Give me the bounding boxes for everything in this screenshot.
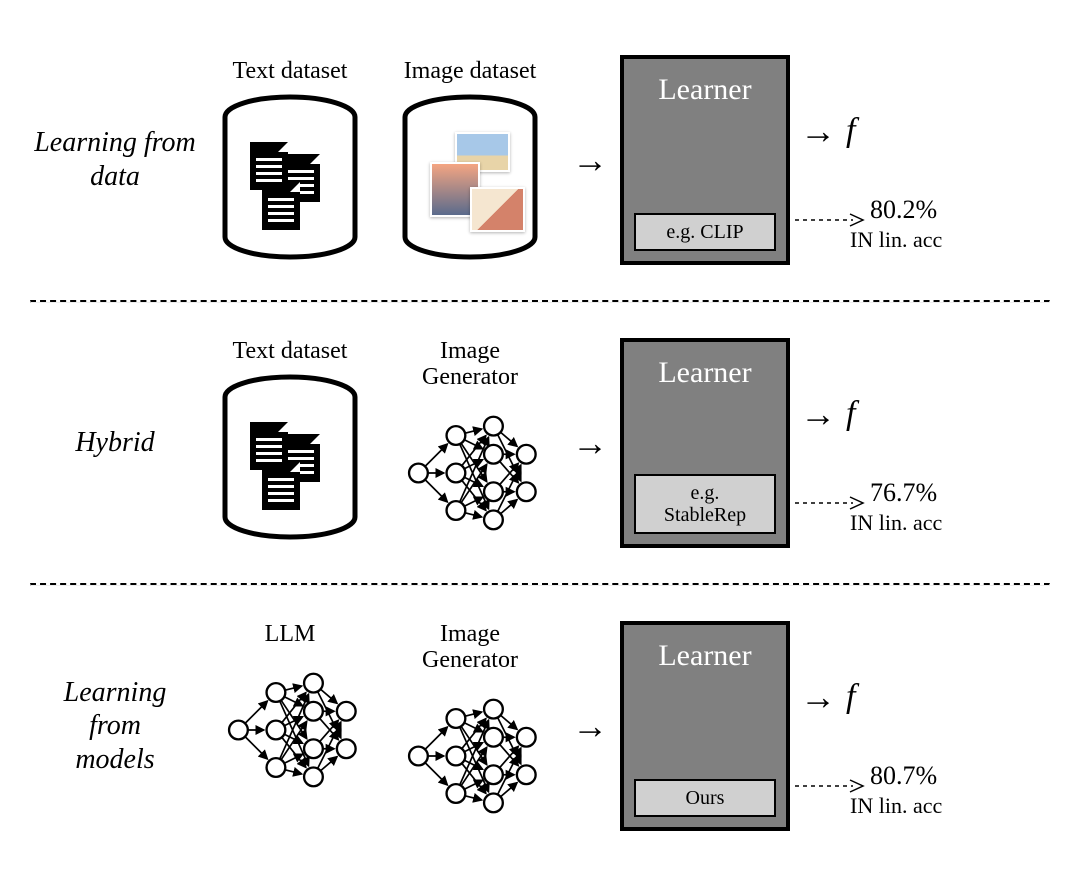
row-label: Learning from models <box>30 676 200 777</box>
photo-thumbnails <box>425 132 525 242</box>
input-llm: LLM <box>205 621 375 832</box>
arrow-icon: → <box>800 676 836 718</box>
learner-title: Learner <box>624 59 786 107</box>
inputs-group: Text dataset Image Generator <box>200 338 560 549</box>
output-column: → f 80.7% IN lin. acc <box>800 621 980 831</box>
accuracy-label: IN lin. acc <box>850 227 942 253</box>
input-label: Image Generator <box>422 338 518 391</box>
neural-net-icon <box>395 398 545 548</box>
learner-title: Learner <box>624 342 786 390</box>
input-text-dataset: Text dataset <box>205 58 375 262</box>
input-label: Image Generator <box>422 621 518 674</box>
input-label: Text dataset <box>233 338 348 364</box>
document-icons <box>250 422 330 512</box>
row-hybrid: Hybrid Text dataset Image Generator → Le… <box>30 303 1050 583</box>
neural-net-icon <box>215 655 365 805</box>
arrow-icon: → <box>800 393 836 435</box>
example-label: e.g. CLIP <box>634 213 776 251</box>
arrow-icon: → <box>560 422 620 464</box>
example-label: Ours <box>634 779 776 817</box>
output-f: → f <box>800 676 855 718</box>
input-image-generator: Image Generator <box>385 621 555 832</box>
neural-net-icon <box>395 681 545 831</box>
learner-title: Learner <box>624 625 786 673</box>
input-label: Image dataset <box>404 58 537 84</box>
text-cylinder-icon <box>215 372 365 542</box>
image-cylinder-icon <box>395 92 545 262</box>
output-f: → f <box>800 393 855 435</box>
f-symbol: f <box>846 395 855 433</box>
example-label: e.g. StableRep <box>634 474 776 534</box>
accuracy-value: 80.7% <box>870 761 937 791</box>
arrow-icon: → <box>560 139 620 181</box>
input-image-dataset: Image dataset <box>385 58 555 262</box>
accuracy-value: 76.7% <box>870 478 937 508</box>
learner-box: Learner e.g. StableRep <box>620 338 790 548</box>
f-symbol: f <box>846 112 855 150</box>
output-column: → f 76.7% IN lin. acc <box>800 338 980 548</box>
row-learning-from-data: Learning from data Text dataset Image da… <box>30 20 1050 300</box>
output-f: → f <box>800 110 855 152</box>
learner-box: Learner e.g. CLIP <box>620 55 790 265</box>
input-label: LLM <box>265 621 316 647</box>
input-label: Text dataset <box>233 58 348 84</box>
input-image-generator: Image Generator <box>385 338 555 549</box>
accuracy-label: IN lin. acc <box>850 793 942 819</box>
row-label: Learning from data <box>30 126 200 193</box>
accuracy-label: IN lin. acc <box>850 510 942 536</box>
inputs-group: LLM Image Generator <box>200 621 560 832</box>
accuracy-value: 80.2% <box>870 195 937 225</box>
arrow-icon: → <box>800 110 836 152</box>
row-learning-from-models: Learning from models LLM Image Generator… <box>30 586 1050 866</box>
text-cylinder-icon <box>215 92 365 262</box>
row-label: Hybrid <box>30 426 200 460</box>
output-column: → f 80.2% IN lin. acc <box>800 55 980 265</box>
document-icons <box>250 142 330 232</box>
learner-box: Learner Ours <box>620 621 790 831</box>
arrow-icon: → <box>560 705 620 747</box>
input-text-dataset: Text dataset <box>205 338 375 549</box>
f-symbol: f <box>846 678 855 716</box>
inputs-group: Text dataset Image dataset <box>200 58 560 262</box>
